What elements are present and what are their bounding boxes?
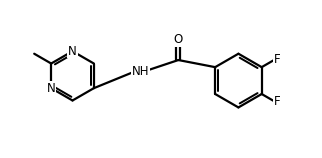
Text: N: N — [47, 82, 56, 95]
Text: F: F — [274, 53, 281, 66]
Text: F: F — [274, 95, 281, 108]
Text: NH: NH — [132, 65, 149, 78]
Text: O: O — [174, 33, 183, 46]
Text: N: N — [68, 45, 77, 58]
